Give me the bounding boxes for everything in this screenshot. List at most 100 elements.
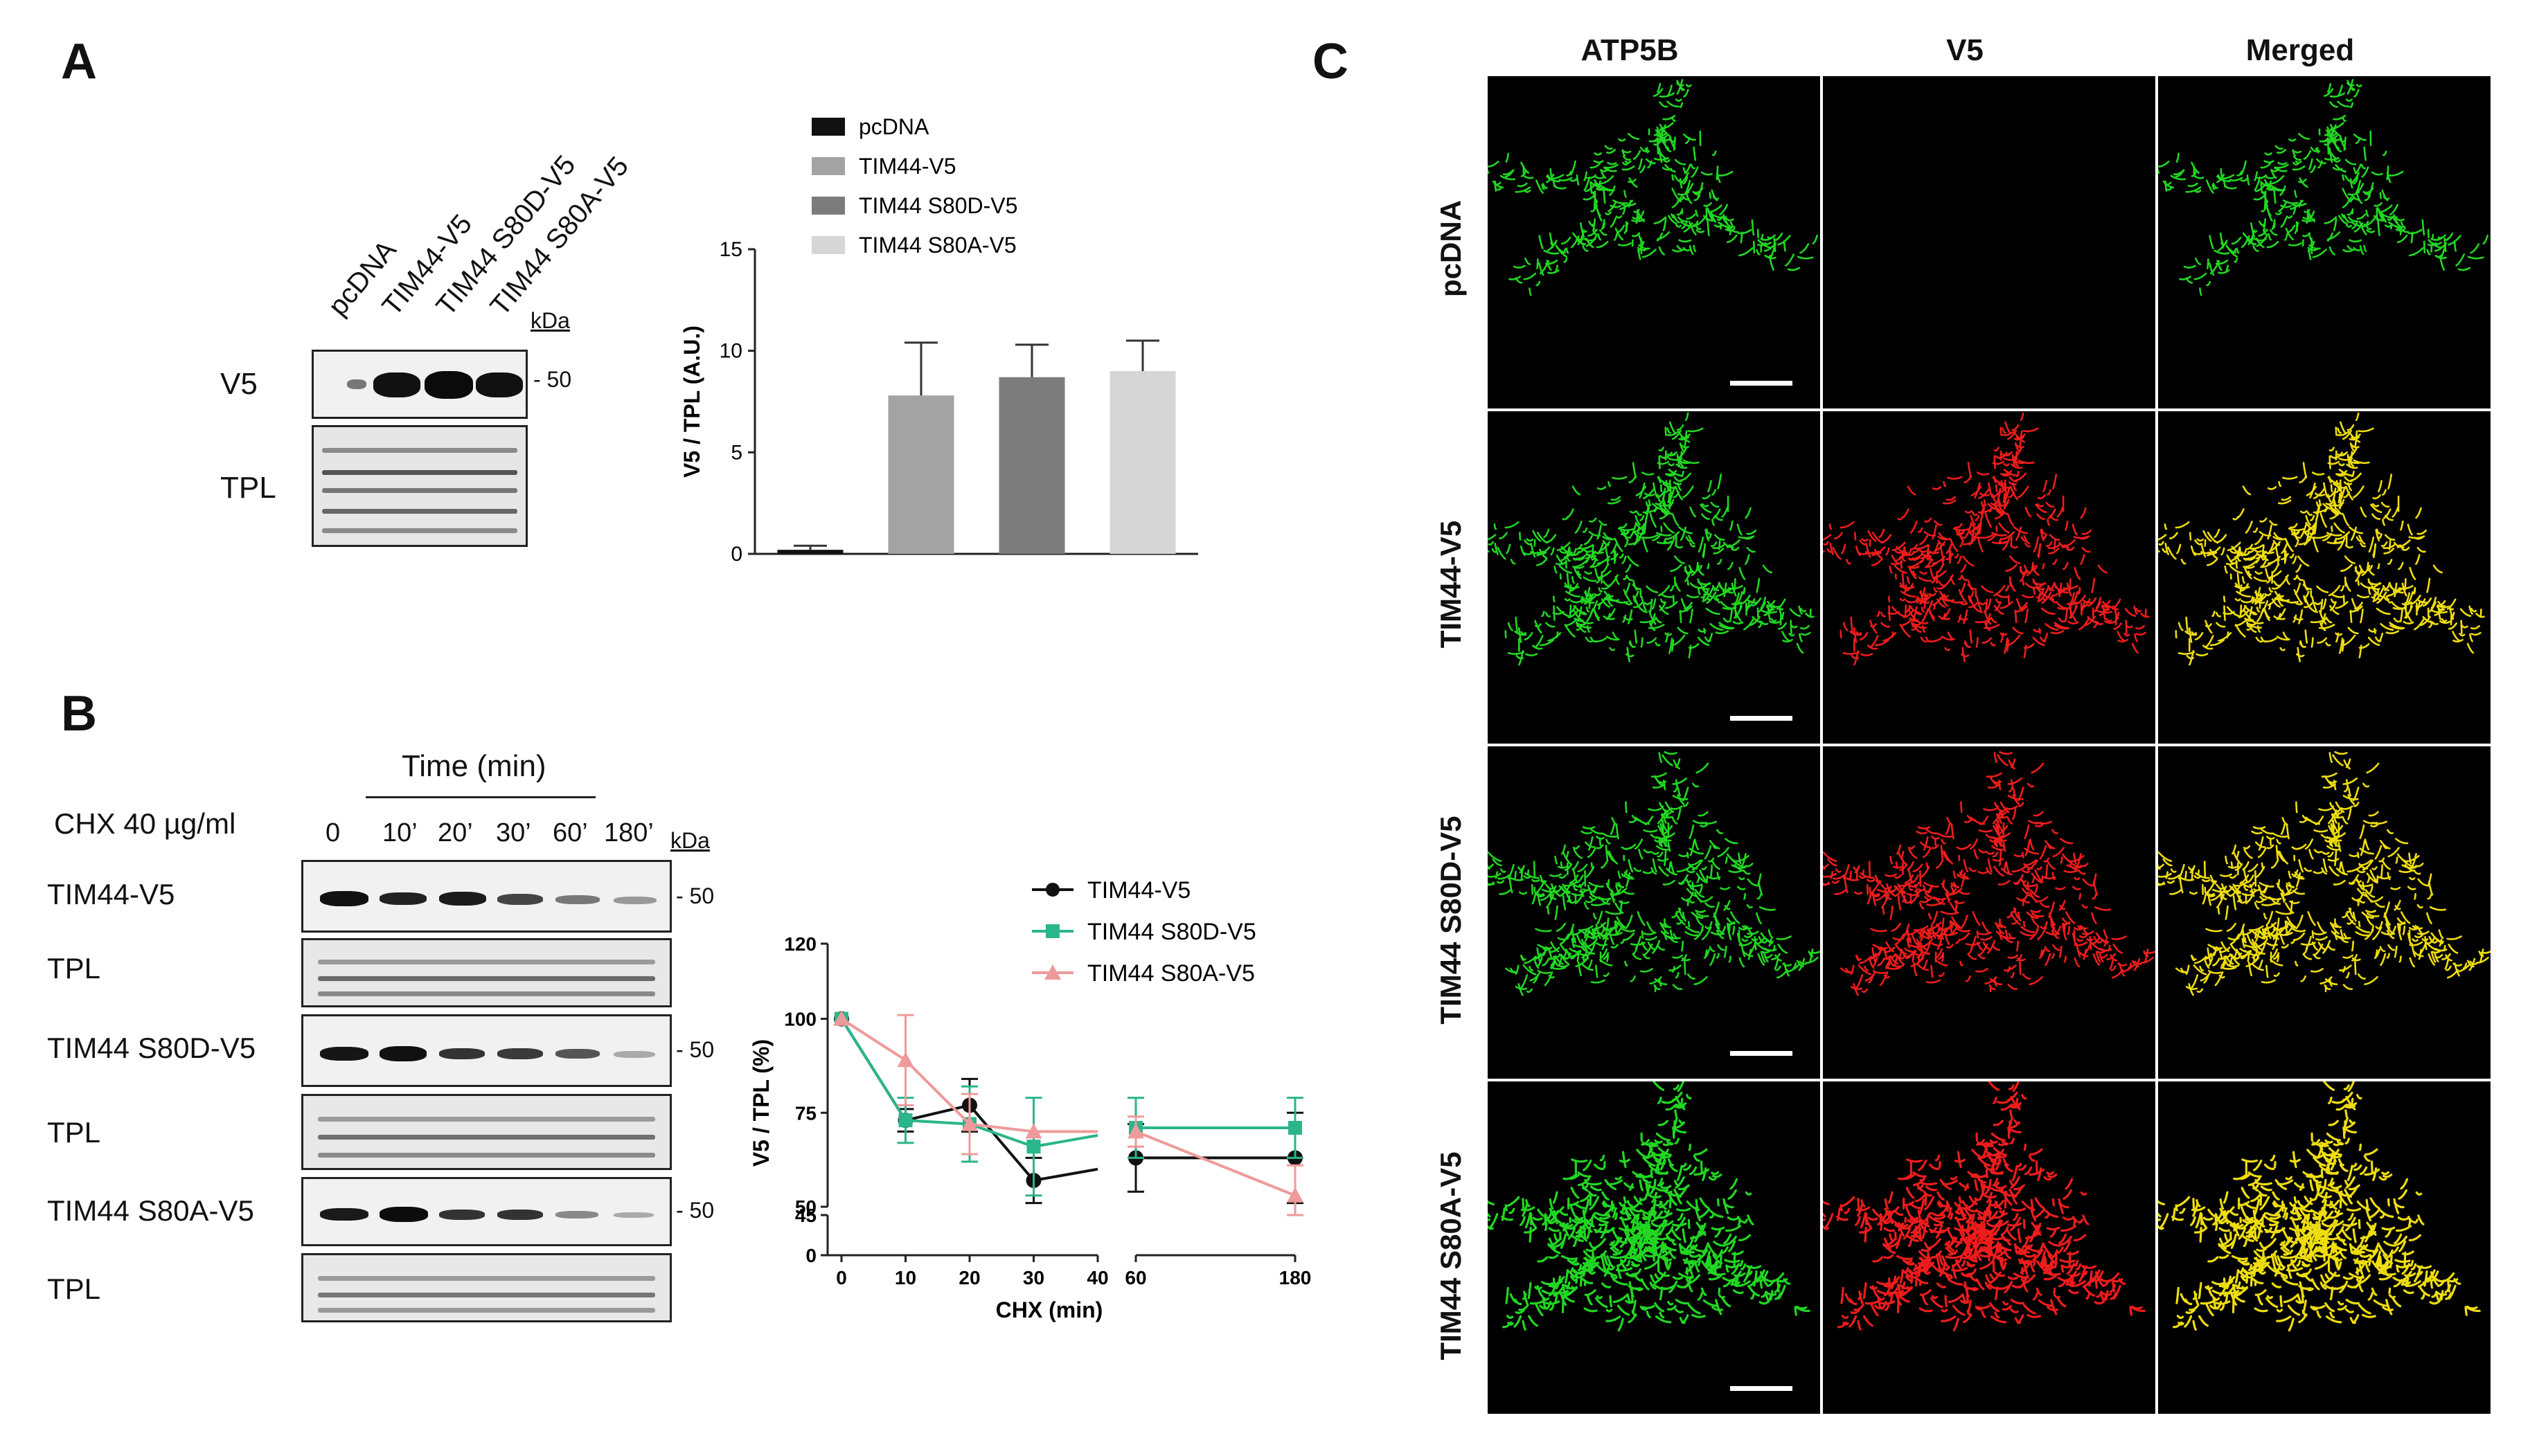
timepoint-label: 0 xyxy=(326,818,341,847)
data-point xyxy=(1026,1140,1041,1154)
scale-bar xyxy=(1730,1051,1792,1056)
micrograph-tile xyxy=(1823,76,2155,408)
cell-network xyxy=(1488,1081,1810,1331)
scale-bar xyxy=(1730,1386,1792,1391)
y-tick-label: 10 xyxy=(720,340,742,363)
x-tick-label: 30 xyxy=(1023,1267,1044,1288)
column-header: V5 xyxy=(1946,33,1984,67)
row-label: TPL xyxy=(47,952,101,985)
x-tick-label: 40 xyxy=(1087,1267,1108,1288)
kda-label: kDa xyxy=(670,828,710,853)
legend-label: TIM44-V5 xyxy=(1087,877,1191,904)
legend-swatch xyxy=(812,157,845,175)
data-point xyxy=(897,1052,914,1068)
row-header: TIM44 S80D-V5 xyxy=(1434,816,1467,1025)
timepoint-label: 10’ xyxy=(382,818,418,847)
y-tick-label: 50 xyxy=(795,1196,817,1218)
data-point xyxy=(833,1010,850,1026)
micrograph-tile xyxy=(2158,1081,2491,1414)
y-tick-label: 100 xyxy=(784,1009,817,1030)
row-label: TIM44 S80A-V5 xyxy=(47,1194,254,1227)
x-tick-label: 0 xyxy=(836,1267,847,1288)
row-label-tpl: TPL xyxy=(220,471,276,505)
data-point xyxy=(898,1113,913,1128)
cell-network xyxy=(2158,751,2491,996)
legend-swatch xyxy=(812,197,845,215)
scale-bar xyxy=(1730,381,1792,386)
timepoint-label: 60’ xyxy=(553,818,588,847)
micrograph-tile xyxy=(1488,746,1820,1079)
legend-swatch xyxy=(812,236,845,254)
data-point xyxy=(1287,1187,1303,1203)
mw-marker: - 50 xyxy=(676,1037,715,1062)
legend-label: TIM44 S80A-V5 xyxy=(859,233,1017,258)
y-tick-label: 120 xyxy=(784,933,817,955)
x-tick-label: 60 xyxy=(1125,1267,1146,1288)
mw-marker: - 50 xyxy=(676,883,715,908)
micrograph-tile xyxy=(1823,746,2155,1079)
legend-label: TIM44-V5 xyxy=(859,154,956,179)
row-header: pcDNA xyxy=(1434,200,1467,298)
row-label: TIM44 S80D-V5 xyxy=(47,1032,256,1064)
cell-network xyxy=(1823,751,2155,996)
y-tick-label: 75 xyxy=(795,1102,817,1124)
bar xyxy=(999,377,1065,554)
cell-network xyxy=(1488,751,1820,996)
y-tick-label: 0 xyxy=(805,1245,817,1266)
legend-label: TIM44 S80A-V5 xyxy=(1087,960,1255,987)
y-tick-label: 45 xyxy=(795,1205,817,1226)
row-header: TIM44 S80A-V5 xyxy=(1434,1151,1467,1360)
legend-marker xyxy=(1046,924,1060,938)
scale-bar xyxy=(1730,716,1792,721)
bar xyxy=(888,395,954,554)
cell-network xyxy=(1823,412,2150,666)
x-axis-label: CHX (min) xyxy=(996,1297,1103,1322)
time-header: Time (min) xyxy=(402,749,546,783)
x-tick-label: 180 xyxy=(1279,1267,1312,1288)
blot-strip xyxy=(301,1253,672,1322)
blot-strip-v5 xyxy=(312,350,528,419)
cell-network xyxy=(2158,79,2488,296)
mw-marker: - 50 xyxy=(676,1198,715,1223)
y-tick-label: 15 xyxy=(720,238,742,261)
micrograph-tile xyxy=(1488,1081,1820,1414)
cell-network xyxy=(2158,1081,2481,1331)
x-tick-label: 10 xyxy=(895,1267,916,1288)
row-label: TPL xyxy=(47,1273,101,1305)
treatment-label: CHX 40 µg/ml xyxy=(54,807,236,840)
micrograph-tile xyxy=(2158,411,2491,744)
cell-network xyxy=(1488,79,1818,296)
data-point xyxy=(1288,1121,1302,1135)
cell-network xyxy=(1823,1081,2146,1331)
x-tick-label: 20 xyxy=(959,1267,980,1288)
data-point xyxy=(1025,1123,1042,1139)
column-header: Merged xyxy=(2245,33,2355,67)
blot-strip xyxy=(301,860,672,933)
blot-strip xyxy=(301,938,672,1007)
data-point xyxy=(961,1115,978,1131)
micrograph-tile xyxy=(1823,1081,2155,1414)
time-header-line xyxy=(366,796,596,798)
y-axis-label: V5 / TPL (A.U.) xyxy=(679,325,704,478)
y-axis-label: V5 / TPL (%) xyxy=(749,1039,774,1167)
timepoint-label: 180’ xyxy=(604,818,654,847)
bar-chart: 0 5 10 15 V5 / TPL (A.U.) pcDNA TIM44-V5 TIM44 … xyxy=(679,114,1198,566)
blot-strip-tpl xyxy=(312,425,528,547)
bar xyxy=(1110,371,1176,554)
timepoint-label: 30’ xyxy=(496,818,531,847)
bar xyxy=(777,550,844,554)
series-line xyxy=(1135,1130,1296,1197)
panel-label-a: A xyxy=(61,34,97,89)
cell-network xyxy=(2158,412,2485,666)
y-tick-label: 0 xyxy=(731,543,742,566)
micrograph-tile xyxy=(1488,76,1820,408)
column-header: ATP5B xyxy=(1580,33,1679,67)
row-header: TIM44-V5 xyxy=(1434,520,1467,649)
y-tick-label: 5 xyxy=(731,441,742,464)
legend-swatch xyxy=(812,118,845,136)
blot-strip xyxy=(301,1014,672,1087)
row-label: TIM44-V5 xyxy=(47,878,175,910)
micrograph-tile xyxy=(2158,746,2491,1079)
panel-label-c: C xyxy=(1312,34,1348,89)
